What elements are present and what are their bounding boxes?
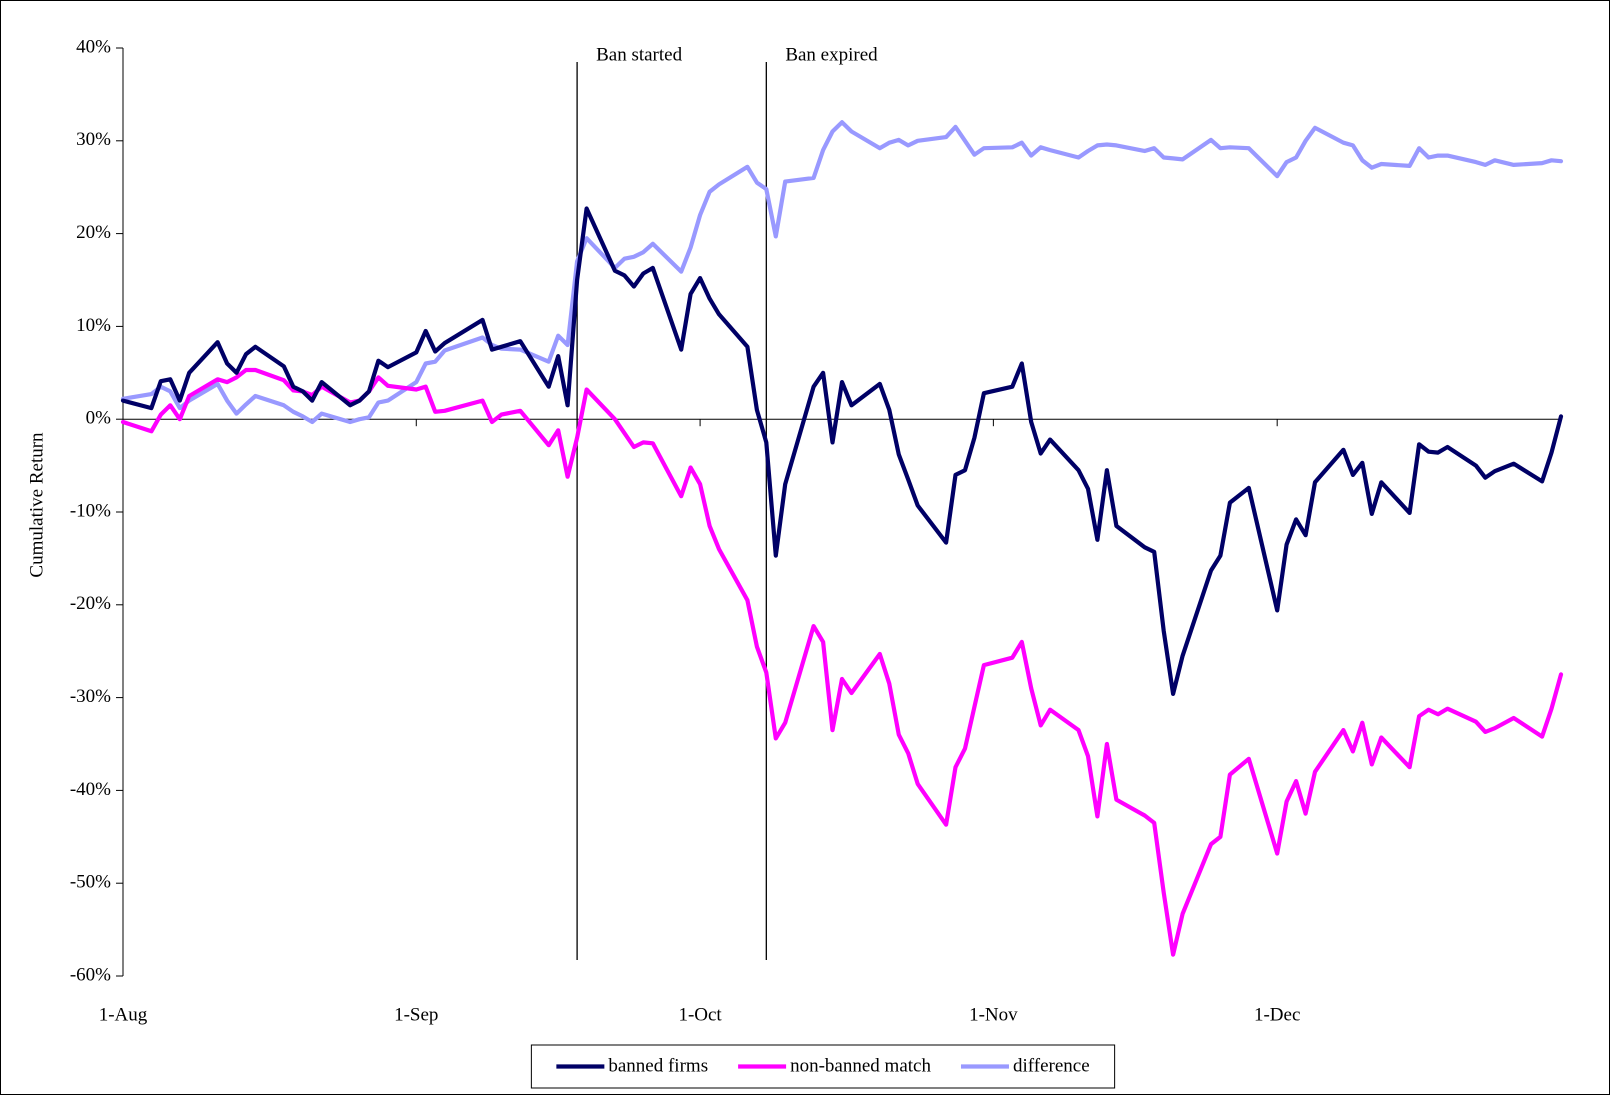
- y-tick-label: -10%: [70, 500, 111, 521]
- x-tick-label: 1-Sep: [394, 1004, 438, 1025]
- legend: banned firms non-banned match difference: [530, 1044, 1116, 1089]
- y-tick-label: -50%: [70, 872, 111, 893]
- y-tick-label: 0%: [86, 408, 112, 429]
- legend-box: [530, 1044, 1116, 1089]
- y-tick-label: -30%: [70, 686, 111, 707]
- y-tick-label: -20%: [70, 593, 111, 614]
- x-tick-label: 1-Nov: [969, 1004, 1018, 1025]
- series-line: [120, 120, 1564, 425]
- x-tick-label: 1-Aug: [99, 1004, 148, 1025]
- y-tick-label: 30%: [76, 129, 111, 150]
- x-tick-label: 1-Dec: [1254, 1004, 1300, 1025]
- y-tick-label: -40%: [70, 779, 111, 800]
- y-tick-label: 20%: [76, 222, 111, 243]
- y-tick-label: 40%: [76, 36, 111, 57]
- y-tick-label: -60%: [70, 964, 111, 985]
- legend-label: banned firms: [608, 1055, 708, 1076]
- legend-label: difference: [1013, 1055, 1090, 1076]
- y-tick-label: 10%: [76, 315, 111, 336]
- x-tick-label: 1-Oct: [678, 1004, 722, 1025]
- annotation-label: Ban started: [596, 44, 683, 65]
- annotation-label: Ban expired: [785, 44, 878, 65]
- y-axis-label: Cumulative Return: [26, 432, 47, 578]
- legend-label: non-banned match: [790, 1055, 931, 1076]
- series-line: [120, 206, 1564, 696]
